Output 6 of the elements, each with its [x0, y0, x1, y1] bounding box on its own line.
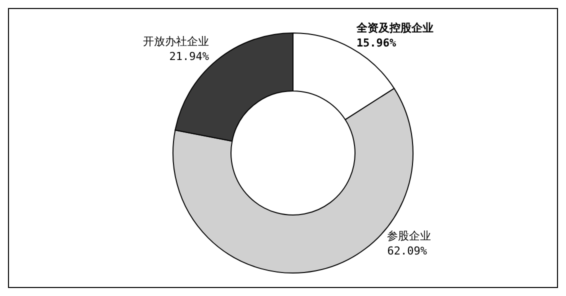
- data-label: 62.09%: [387, 244, 428, 258]
- slice-label: 开放办社企业: [143, 35, 210, 48]
- slice-label: 参股企业: [387, 229, 432, 242]
- data-label: 15.96%: [356, 36, 397, 50]
- slice-label: 全资及控股企业: [355, 21, 434, 34]
- data-label: 21.94%: [169, 50, 210, 64]
